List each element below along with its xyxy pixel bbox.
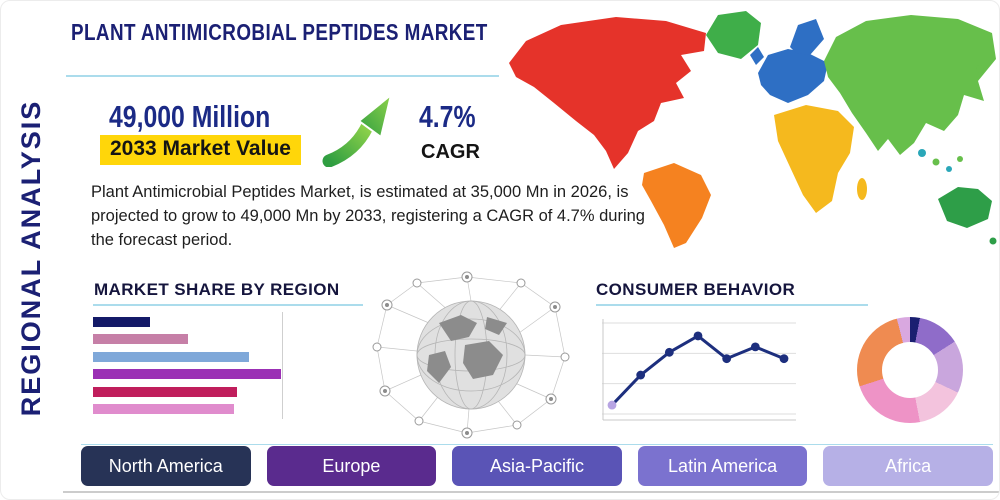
- side-label-regional-analysis: REGIONAL ANALYSIS: [16, 99, 46, 417]
- map-island: [946, 166, 952, 172]
- consumer-behavior-underline: [596, 304, 868, 306]
- map-australia: [938, 187, 992, 228]
- region-button-asia-pacific[interactable]: Asia-Pacific: [452, 446, 622, 486]
- section-title-market-share: MARKET SHARE BY REGION: [94, 280, 340, 299]
- market-share-bar-2: [93, 334, 188, 345]
- regional-share-donut-chart: [857, 317, 963, 423]
- map-japan: [976, 65, 984, 73]
- map-island: [957, 156, 963, 162]
- globe-graticule: [416, 300, 526, 410]
- market-share-bar-1: [93, 317, 150, 327]
- market-share-bar-3: [93, 351, 249, 362]
- region-button-latin-america[interactable]: Latin America: [637, 446, 808, 486]
- map-british-isles: [750, 47, 764, 65]
- market-value-caption: 2033 Market Value: [100, 135, 301, 165]
- map-island: [918, 149, 926, 157]
- market-value-2033: 49,000 Million: [109, 99, 271, 134]
- section-title-consumer-behavior: CONSUMER BEHAVIOR: [596, 280, 796, 299]
- map-scandinavia: [790, 19, 824, 55]
- market-description: Plant Antimicrobial Peptides Market, is …: [91, 183, 645, 249]
- map-madagascar: [857, 178, 867, 200]
- cagr-value: 4.7%: [419, 99, 476, 134]
- donut-hole: [882, 342, 938, 398]
- bar-chart-gridline: [282, 312, 283, 419]
- network-nodes: [372, 271, 570, 439]
- map-africa: [774, 105, 854, 213]
- map-south-america: [642, 163, 711, 248]
- map-europe: [758, 49, 828, 103]
- top-divider: [66, 75, 499, 77]
- market-share-bar-5: [93, 386, 238, 397]
- map-new-zealand: [989, 237, 997, 245]
- map-island: [932, 158, 940, 166]
- region-button-europe[interactable]: Europe: [266, 446, 437, 486]
- buttons-divider: [81, 444, 993, 445]
- growth-arrow-icon: [322, 92, 393, 167]
- map-greenland: [706, 11, 761, 59]
- page-title: PLANT ANTIMICROBIAL PEPTIDES MARKET: [71, 19, 488, 45]
- globe-network-illustration: [372, 271, 570, 439]
- map-north-america: [509, 17, 706, 169]
- market-share-bar-chart: [93, 317, 283, 414]
- bottom-divider: [63, 491, 999, 493]
- consumer-behavior-line-chart: [602, 319, 796, 421]
- region-button-north-america[interactable]: North America: [81, 446, 251, 486]
- market-share-bar-4: [93, 369, 282, 380]
- region-button-africa[interactable]: Africa: [823, 446, 993, 486]
- network-node-dots: [383, 275, 557, 435]
- region-legend: North America Europe Asia-Pacific Latin Ame…: [81, 446, 993, 486]
- world-map: [509, 11, 997, 248]
- market-share-underline: [93, 304, 363, 306]
- cagr-label: CAGR: [421, 141, 480, 163]
- market-share-bar-6: [93, 403, 234, 414]
- map-asia: [824, 15, 996, 155]
- globe-continents: [427, 315, 507, 383]
